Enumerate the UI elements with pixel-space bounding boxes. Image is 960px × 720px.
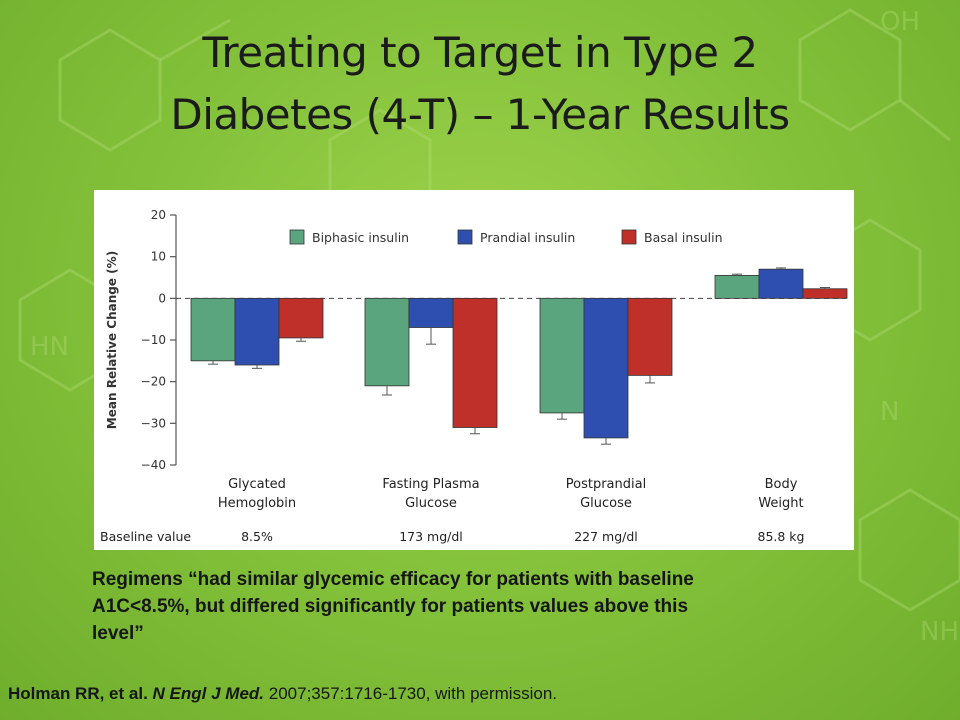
bar	[583, 297, 629, 439]
y-tick-label: 10	[151, 250, 166, 264]
bar	[364, 297, 410, 387]
y-tick-label: −30	[141, 416, 166, 430]
baseline-value: 227 mg/dl	[574, 529, 638, 544]
bar	[278, 297, 324, 339]
bar	[234, 297, 280, 366]
legend-label: Biphasic insulin	[312, 230, 409, 245]
citation: Holman RR, et al. N Engl J Med. 2007;357…	[8, 684, 948, 704]
category-label: Hemoglobin	[218, 496, 296, 511]
y-tick-label: 0	[158, 291, 166, 305]
baseline-label: Baseline value	[100, 529, 191, 544]
bar-chart: 20 10 0 −10 −20 −30 −40 Mean Relative Change (%…	[100, 208, 848, 544]
category-label: Glycated	[228, 477, 286, 492]
legend-swatch	[289, 229, 305, 245]
quote-line-3: level”	[92, 623, 144, 644]
deco-nh-text: NH	[920, 617, 959, 647]
quote-line-1: Regimens “had similar glycemic efficacy …	[92, 569, 694, 590]
bar	[802, 288, 848, 299]
category-label: Glucose	[580, 496, 632, 511]
category-label: Postprandial	[566, 477, 646, 492]
slide-title: Treating to Target in Type 2 Diabetes (4…	[60, 22, 900, 146]
bar	[627, 297, 673, 376]
bar	[539, 297, 585, 414]
bar	[408, 297, 454, 328]
bar	[714, 275, 760, 299]
chart-panel: 20 10 0 −10 −20 −30 −40 Mean Relative Change (%…	[94, 190, 854, 550]
bar	[452, 297, 498, 428]
citation-rest: 2007;357:1716-1730, with permission.	[268, 684, 557, 703]
y-tick-label: −10	[141, 333, 166, 347]
y-tick-label: 20	[151, 208, 166, 222]
deco-n-text: N	[880, 397, 899, 427]
bar	[190, 297, 236, 362]
title-line-2: Diabetes (4-T) – 1-Year Results	[170, 90, 790, 139]
baseline-value: 85.8 kg	[758, 529, 805, 544]
category-label: Weight	[758, 496, 803, 511]
category-label: Fasting Plasma	[382, 477, 479, 492]
y-tick-label: −40	[141, 458, 166, 472]
bar	[758, 268, 804, 299]
category-label: Body	[765, 477, 798, 492]
legend-label: Prandial insulin	[480, 230, 575, 245]
title-line-1: Treating to Target in Type 2	[202, 28, 758, 77]
legend-swatch	[457, 229, 473, 245]
category-label: Glucose	[405, 496, 457, 511]
citation-journal: N Engl J Med.	[152, 684, 265, 703]
quote-line-2: A1C<8.5%, but differed significantly for…	[92, 596, 689, 617]
deco-hn-text: HN	[30, 332, 69, 362]
quote-text: Regimens “had similar glycemic efficacy …	[92, 566, 852, 647]
legend-swatch	[621, 229, 637, 245]
citation-author: Holman RR, et al.	[8, 684, 148, 703]
baseline-value: 173 mg/dl	[399, 529, 463, 544]
legend-label: Basal insulin	[644, 230, 723, 245]
y-axis-label: Mean Relative Change (%)	[105, 251, 119, 429]
baseline-value: 8.5%	[241, 529, 273, 544]
y-tick-label: −20	[141, 375, 166, 389]
